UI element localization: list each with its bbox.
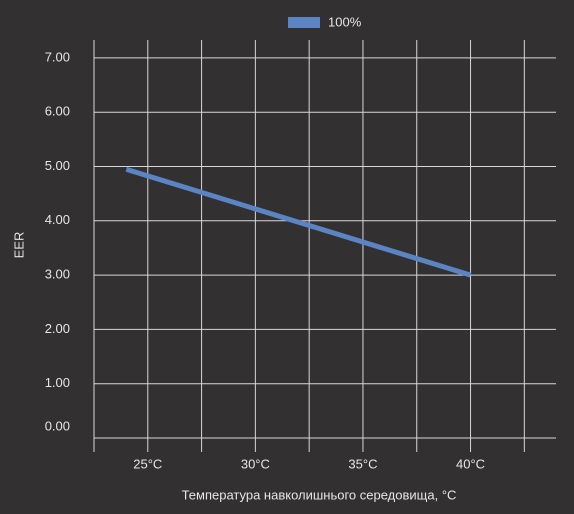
x-tick-label: 30°C: [241, 456, 270, 471]
data-line: [125, 166, 472, 278]
y-tick-label: 3.00: [45, 267, 70, 282]
legend-swatch: [288, 17, 320, 28]
y-tick-label: 1.00: [45, 375, 70, 390]
y-tick-label: 6.00: [45, 104, 70, 119]
x-tick-label: 25°C: [133, 456, 162, 471]
y-tick-label: 2.00: [45, 321, 70, 336]
y-axis-title: EER: [11, 232, 26, 259]
x-axis-title: Температура навколишнього середовища, °C: [182, 487, 457, 502]
y-tick-label: 0.00: [45, 418, 70, 433]
legend-label: 100%: [328, 14, 362, 29]
y-tick-label: 4.00: [45, 212, 70, 227]
x-tick-label: 35°C: [348, 456, 377, 471]
y-tick-label: 5.00: [45, 158, 70, 173]
x-tick-label: 40°C: [456, 456, 485, 471]
y-tick-label: 7.00: [45, 49, 70, 64]
